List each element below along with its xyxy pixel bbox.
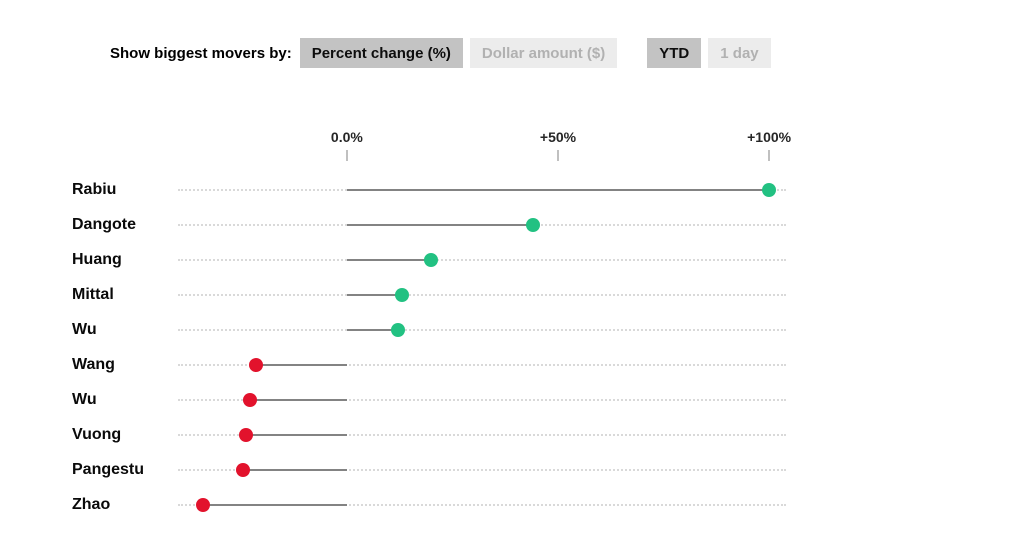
- chart-row: Vuong: [72, 417, 786, 452]
- row-plot: [178, 417, 786, 452]
- data-point-positive[interactable]: [390, 322, 405, 337]
- row-stem-line: [346, 328, 398, 331]
- row-label: Mittal: [72, 285, 114, 303]
- row-track: [178, 468, 786, 471]
- row-plot: [178, 487, 786, 522]
- row-track: [178, 398, 786, 401]
- row-label: Wang: [72, 355, 115, 373]
- period-toggle-group: YTD 1 day: [647, 38, 771, 68]
- data-point-positive[interactable]: [424, 252, 439, 267]
- data-point-negative[interactable]: [249, 357, 264, 372]
- row-plot: [178, 382, 786, 417]
- axis-tick-label: +100%: [747, 129, 792, 145]
- chart-row: Mittal: [72, 277, 786, 312]
- data-point-negative[interactable]: [236, 462, 251, 477]
- data-point-positive[interactable]: [394, 287, 409, 302]
- data-point-negative[interactable]: [196, 497, 211, 512]
- row-label: Wu: [72, 320, 97, 338]
- row-plot: [178, 347, 786, 382]
- row-plot: [178, 207, 786, 242]
- chart-row: Rabiu: [72, 172, 786, 207]
- row-track: [178, 503, 786, 506]
- metric-option-dollar-amount[interactable]: Dollar amount ($): [469, 38, 618, 68]
- row-stem-line: [346, 223, 533, 226]
- metric-toggle-group: Percent change (%) Dollar amount ($): [299, 38, 618, 68]
- movers-chart: 0.0% +50% +100% Rabiu Dangote Huang Mittal Wu W…: [72, 125, 791, 522]
- row-label: Zhao: [72, 495, 111, 513]
- data-point-negative[interactable]: [242, 392, 257, 407]
- row-label: Rabiu: [72, 180, 117, 198]
- data-point-positive[interactable]: [525, 217, 540, 232]
- period-option-1day[interactable]: 1 day: [708, 38, 771, 68]
- row-plot: [178, 452, 786, 487]
- chart-row: Wu: [72, 382, 786, 417]
- row-label: Pangestu: [72, 460, 145, 478]
- chart-row: Huang: [72, 242, 786, 277]
- chart-row: Pangestu: [72, 452, 786, 487]
- row-stem-line: [245, 433, 347, 436]
- chart-rows: Rabiu Dangote Huang Mittal Wu Wang Wu Vuong Pang…: [72, 172, 786, 522]
- chart-row: Dangote: [72, 207, 786, 242]
- row-stem-line: [249, 398, 347, 401]
- period-option-ytd[interactable]: YTD: [647, 38, 702, 68]
- row-label: Huang: [72, 250, 122, 268]
- row-label: Wu: [72, 390, 97, 408]
- axis-tick-label: +50%: [539, 129, 577, 145]
- movers-toolbar: Show biggest movers by: Percent change (…: [110, 38, 771, 68]
- axis-tick-mark: [345, 150, 348, 161]
- row-track: [178, 433, 786, 436]
- row-plot: [178, 277, 786, 312]
- row-stem-line: [243, 468, 347, 471]
- row-plot: [178, 172, 786, 207]
- chart-axis: 0.0% +50% +100%: [178, 125, 791, 172]
- row-track: [178, 328, 786, 331]
- row-stem-line: [256, 363, 347, 366]
- row-stem-line: [346, 258, 432, 261]
- row-stem-line: [203, 503, 347, 506]
- row-stem-line: [346, 293, 402, 296]
- row-track: [178, 363, 786, 366]
- chart-row: Wang: [72, 347, 786, 382]
- row-track: [178, 258, 786, 261]
- axis-tick-mark: [557, 150, 559, 161]
- metric-option-percent-change[interactable]: Percent change (%): [299, 38, 463, 68]
- chart-row: Wu: [72, 312, 786, 347]
- row-plot: [178, 242, 786, 277]
- row-track: [178, 293, 786, 296]
- row-stem-line: [346, 188, 770, 191]
- data-point-positive[interactable]: [762, 182, 777, 197]
- axis-tick-label: 0.0%: [330, 129, 363, 145]
- row-plot: [178, 312, 786, 347]
- toolbar-label: Show biggest movers by:: [110, 44, 292, 62]
- axis-tick-mark: [768, 150, 771, 161]
- row-label: Vuong: [72, 425, 122, 443]
- data-point-negative[interactable]: [238, 427, 253, 442]
- row-label: Dangote: [72, 215, 136, 233]
- chart-row: Zhao: [72, 487, 786, 522]
